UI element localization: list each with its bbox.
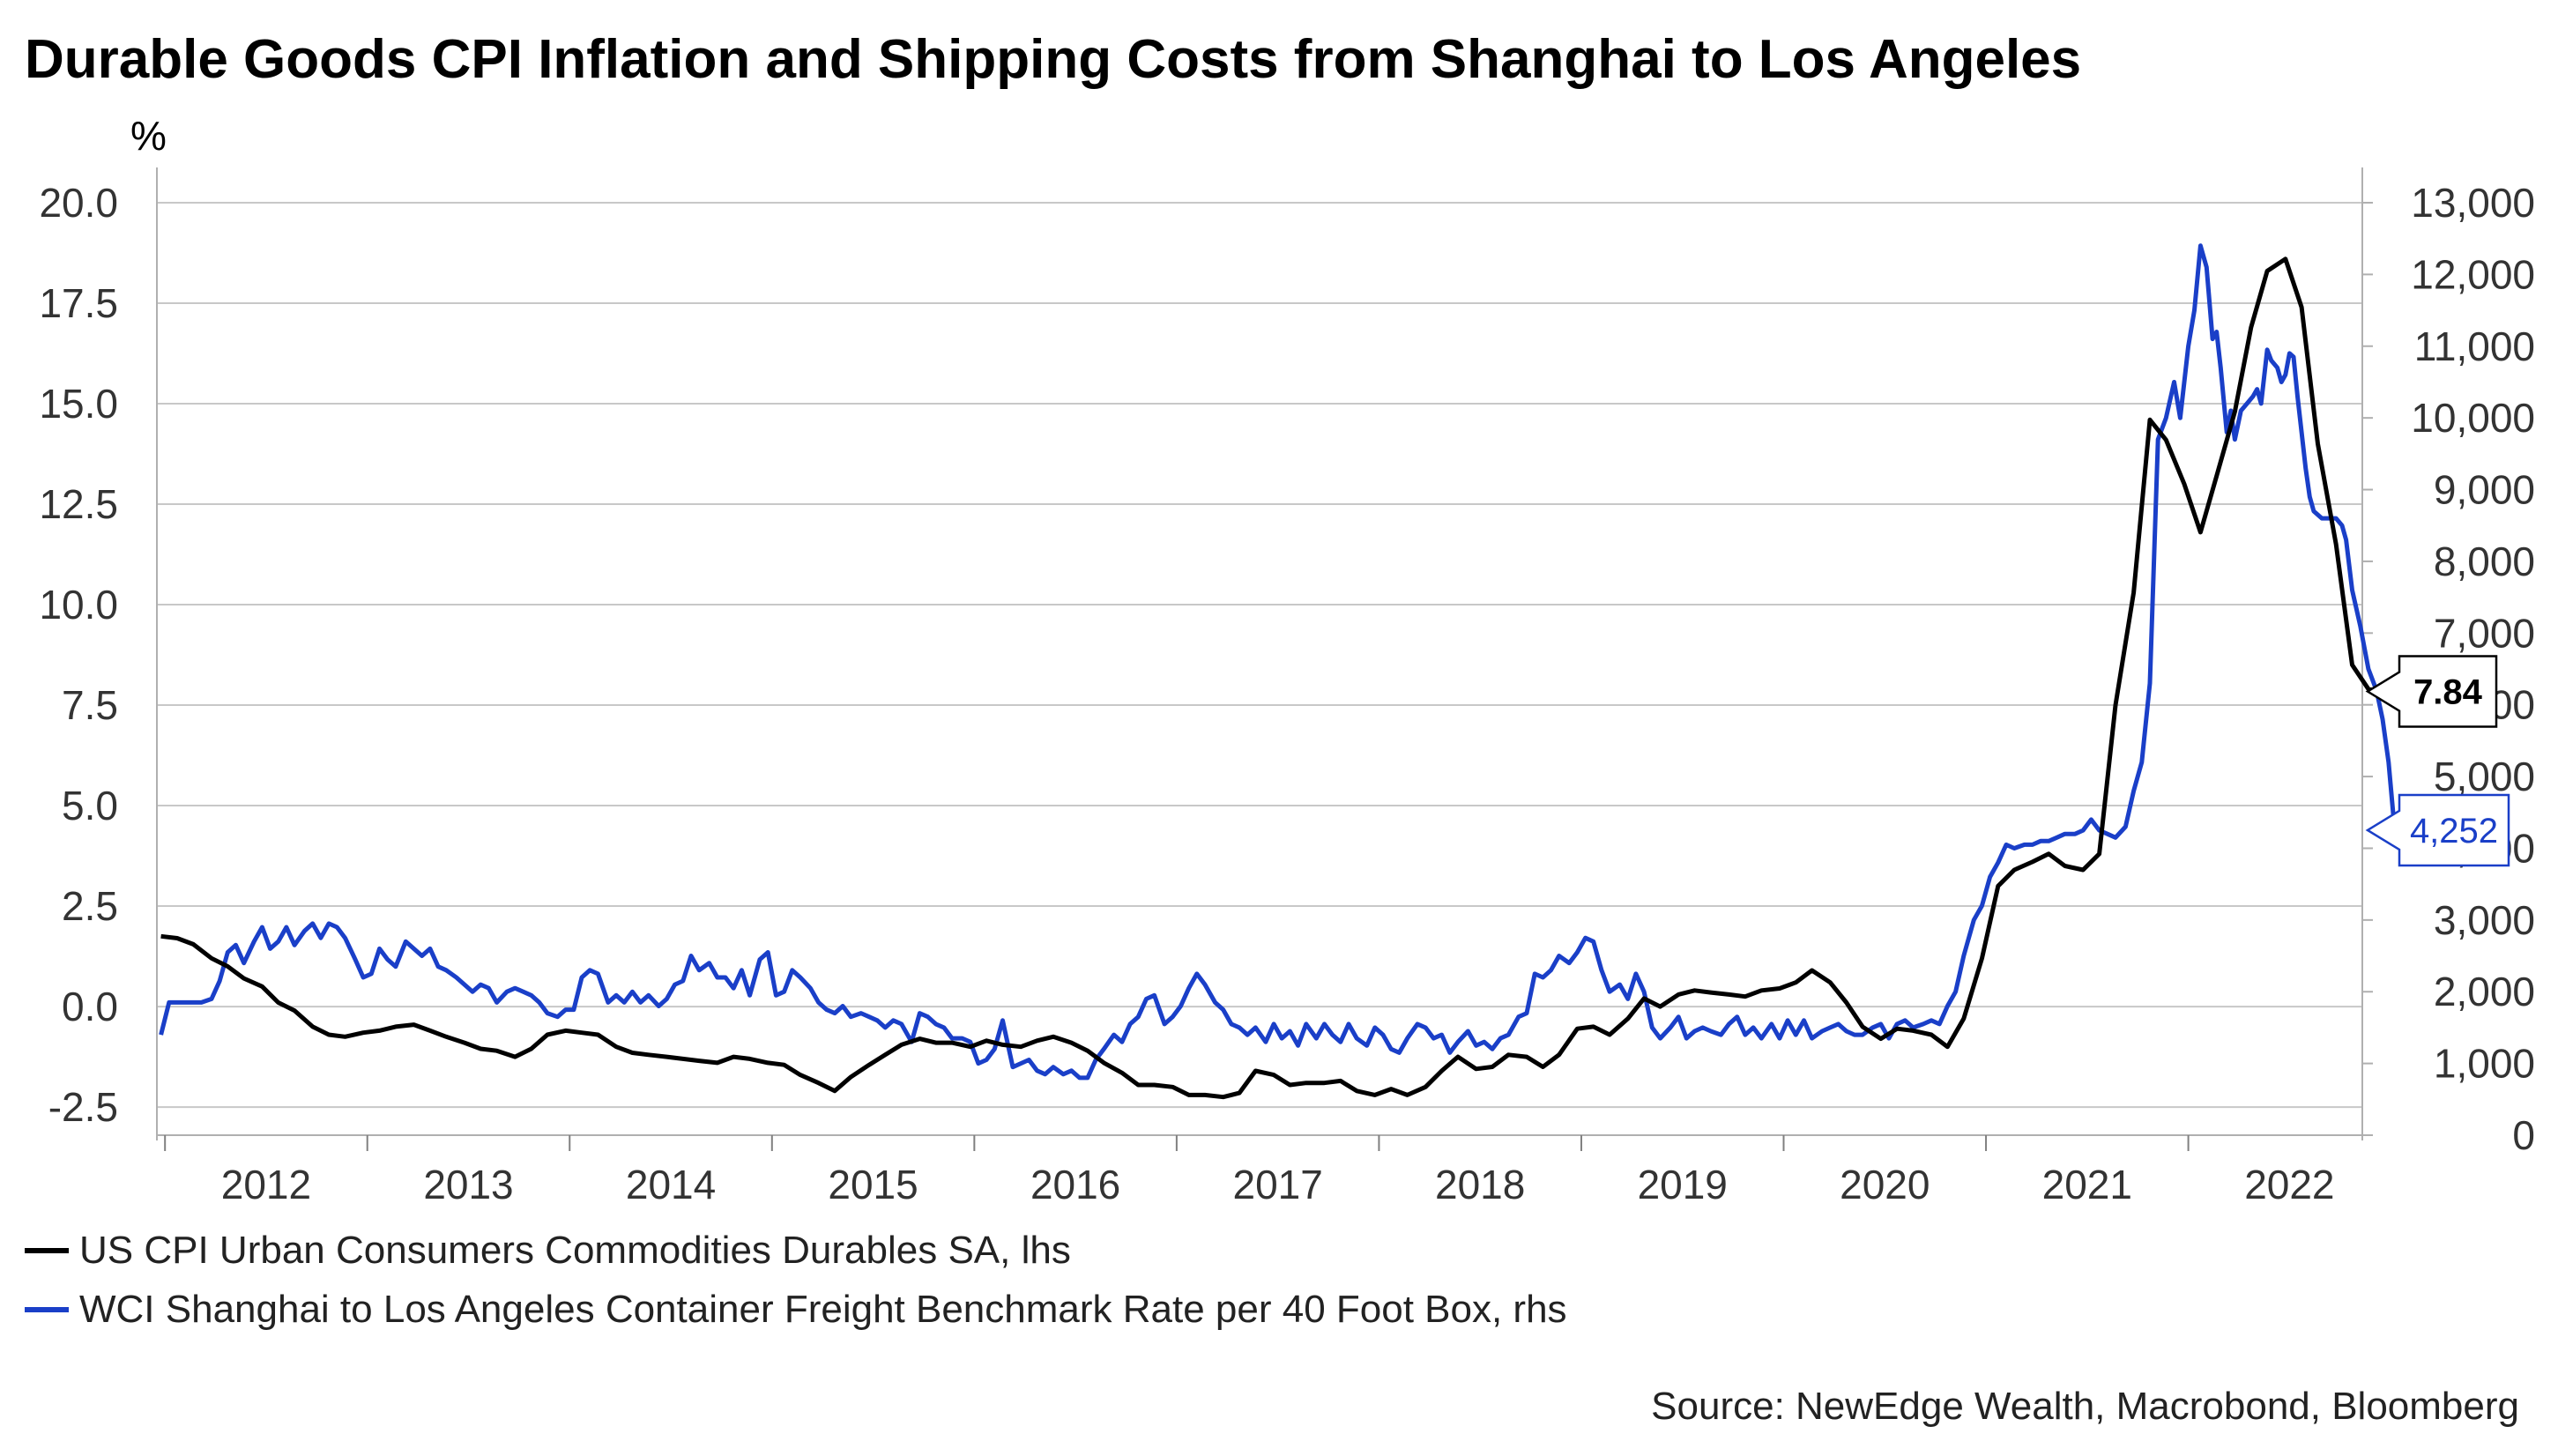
x-axis-ticks: 2012 2013 2014 2015 2016 2017 2018 2019 2020 2021… [164, 1135, 2335, 1207]
left-tick-label: 15.0 [39, 381, 118, 427]
series [159, 243, 2398, 1100]
x-tick-label: 2018 [1435, 1162, 1525, 1207]
x-tick-label: 2020 [1840, 1162, 1930, 1207]
cpi-last-value-box [2365, 655, 2498, 728]
left-tick-label: 7.5 [62, 682, 118, 728]
left-tick-label: 20.0 [39, 180, 118, 226]
x-tick-label: 2017 [1232, 1162, 1322, 1207]
left-tick-label: 0.0 [62, 984, 118, 1029]
x-tick-label: 2015 [828, 1162, 918, 1207]
right-tick-label: 0 [2512, 1112, 2535, 1158]
right-tick-label: 9,000 [2434, 467, 2535, 513]
wci-last-value-label: 4,252 [2410, 812, 2498, 851]
right-tick-label: 2,000 [2434, 969, 2535, 1014]
left-tick-label: 17.5 [39, 280, 118, 326]
source-note: Source: NewEdge Wealth, Macrobond, Bloom… [1651, 1385, 2519, 1428]
right-tick-label: 12,000 [2411, 251, 2535, 297]
x-tick-label: 2021 [2042, 1162, 2132, 1207]
legend-label: WCI Shanghai to Los Angeles Container Fr… [79, 1288, 1567, 1331]
legend: US CPI Urban Consumers Commodities Durab… [25, 1229, 1567, 1331]
legend-label: US CPI Urban Consumers Commodities Durab… [79, 1229, 1071, 1272]
x-tick-label: 2014 [626, 1162, 716, 1207]
right-tick-label: 13,000 [2411, 180, 2535, 226]
value-callouts: 7.84 4,252 [2365, 655, 2510, 867]
right-tick-label: 3,000 [2434, 897, 2535, 943]
right-tick-label: 7,000 [2434, 610, 2535, 656]
wci-freight-line [159, 243, 2398, 1081]
cpi-durables-line [160, 256, 2387, 1100]
right-tick-label: 5,000 [2434, 754, 2535, 799]
wci-last-value-box [2365, 793, 2510, 867]
left-tick-label: 10.0 [39, 582, 118, 628]
left-tick-label: 12.5 [39, 481, 118, 527]
grid-lines [157, 202, 2362, 1109]
x-tick-label: 2022 [2244, 1162, 2334, 1207]
left-axis-unit: % [130, 113, 167, 159]
left-axis-ticks: 20.0 17.5 15.0 12.5 10.0 7.5 5.0 2.5 0.0 -2.5 [39, 180, 118, 1130]
x-tick-label: 2013 [423, 1162, 513, 1207]
right-tick-label: 11,000 [2414, 323, 2535, 369]
cpi-last-value-label: 7.84 [2413, 673, 2483, 712]
right-tick-label: 10,000 [2411, 395, 2535, 441]
x-tick-label: 2019 [1638, 1162, 1728, 1207]
left-tick-label: -2.5 [48, 1084, 118, 1130]
right-tick-label: 8,000 [2434, 539, 2535, 584]
x-tick-label: 2012 [221, 1162, 311, 1207]
left-tick-label: 2.5 [62, 883, 118, 929]
right-tick-label: 1,000 [2434, 1041, 2535, 1087]
chart-title: Durable Goods CPI Inflation and Shipping… [25, 29, 2081, 90]
x-tick-label: 2016 [1030, 1162, 1120, 1207]
left-tick-label: 5.0 [62, 783, 118, 828]
axes [156, 167, 2363, 1140]
